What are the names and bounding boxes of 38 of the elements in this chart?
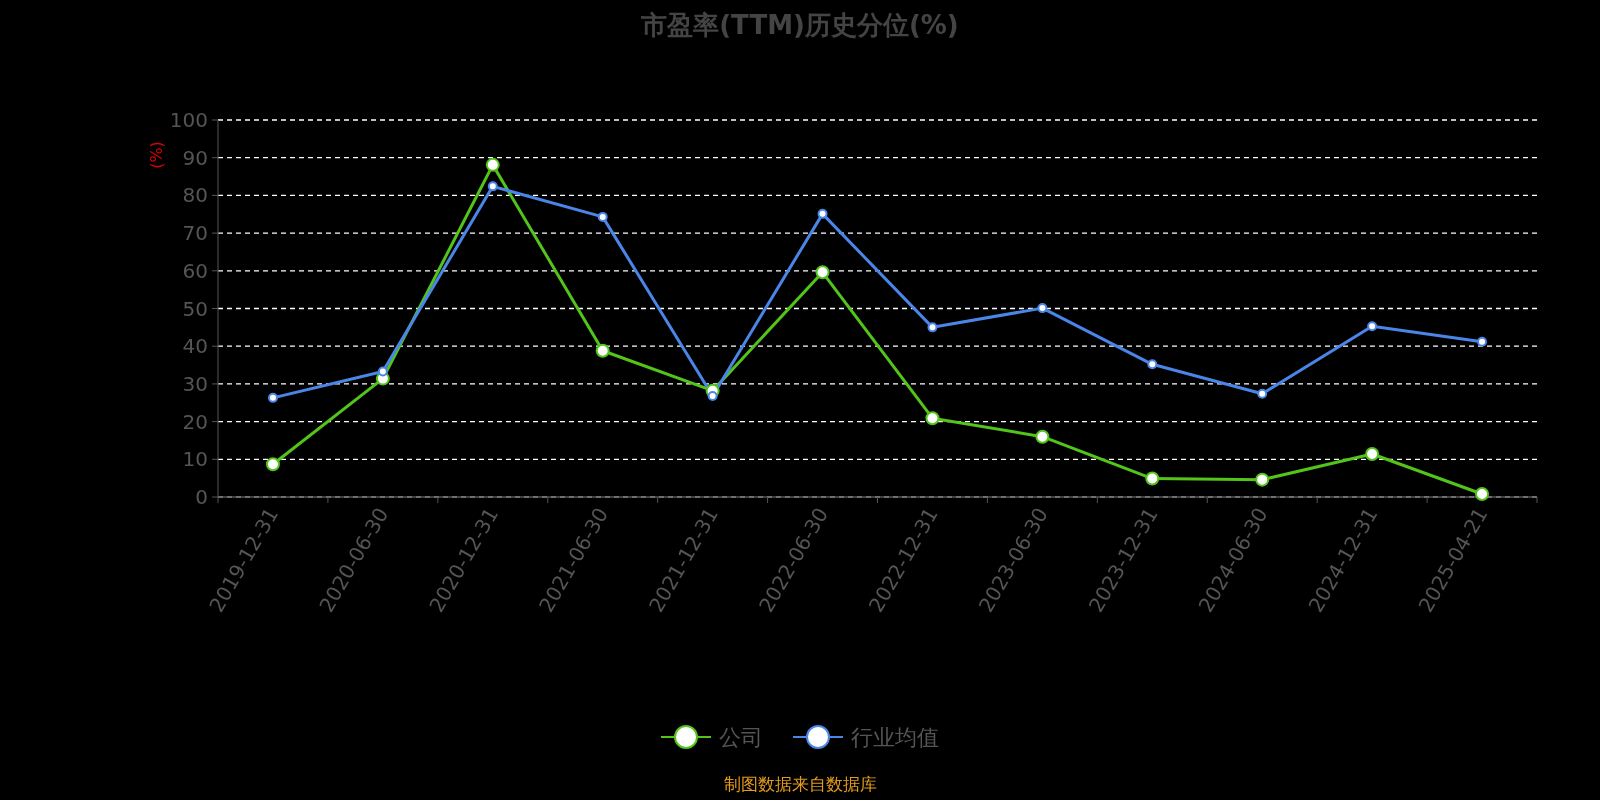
point [1037,303,1048,314]
point [815,265,830,280]
point [1365,447,1380,462]
y-tick-label: 10 [182,447,208,472]
point [1147,359,1158,370]
legend-label: 行业均值 [851,725,939,750]
point [377,366,388,377]
y-tick-label: 60 [182,258,208,283]
y-axis-title: (%) [147,141,166,169]
point [817,208,828,219]
point [1145,471,1160,486]
point [1367,321,1378,332]
point [595,343,610,358]
y-tick-label: 20 [182,409,208,434]
point [597,211,608,222]
point [1257,388,1268,399]
y-tick-label: 70 [182,221,208,246]
y-tick-label: 30 [182,371,208,396]
legend-label: 公司 [719,725,763,750]
point [487,181,498,192]
chart-title: 市盈率(TTM)历史分位(%) [640,10,959,40]
point [1477,336,1488,347]
point [1035,429,1050,444]
y-tick-label: 0 [195,485,208,509]
y-tick-label: 90 [182,145,208,170]
point [1475,486,1490,501]
point [925,411,940,426]
y-tick-label: 40 [182,334,208,359]
point [485,157,500,172]
text: 制图数据来自数据库 [723,774,877,794]
y-tick-label: 80 [182,183,208,208]
point [267,392,278,403]
point [707,390,718,401]
point [927,322,938,333]
point [265,457,280,472]
y-tick-label: 100 [169,108,208,132]
point [1255,472,1270,487]
y-tick-label: 50 [182,296,208,321]
